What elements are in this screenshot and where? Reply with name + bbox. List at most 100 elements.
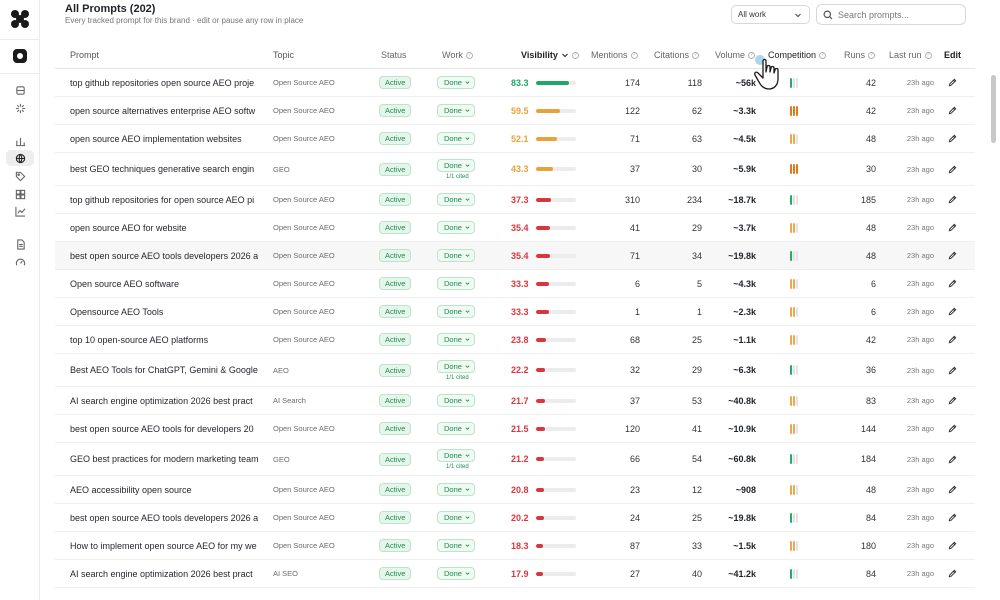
table-row[interactable]: open source AEO implementation websites O… [55, 125, 975, 153]
prompt-text[interactable]: best open source AEO tools developers 20… [70, 250, 259, 261]
table-row[interactable]: Open source AEO software Open Source AEO A… [55, 270, 975, 298]
status-badge[interactable]: Active [379, 422, 412, 435]
trend-icon[interactable] [6, 203, 34, 219]
search-input[interactable] [838, 9, 958, 20]
pencil-icon[interactable] [948, 455, 957, 464]
table-row[interactable]: best open source AEO tools for developer… [55, 415, 975, 443]
col-header-last-run[interactable]: Last run? [889, 42, 939, 68]
work-dropdown[interactable]: Done [437, 333, 475, 346]
pencil-icon[interactable] [948, 165, 957, 174]
col-header-runs[interactable]: Runs? [844, 42, 878, 68]
work-filter-select[interactable]: All work [731, 5, 810, 24]
prompt-text[interactable]: top github repositories open source AEO … [70, 77, 255, 88]
help-icon[interactable]: ? [748, 51, 756, 59]
table-row[interactable]: best open source AEO tools developers 20… [55, 504, 975, 532]
document-icon[interactable] [6, 236, 34, 252]
status-badge[interactable]: Active [379, 363, 412, 377]
table-row[interactable]: top github repositories open source AEO … [55, 69, 975, 97]
prompt-text[interactable]: GEO best practices for modern marketing … [70, 454, 259, 464]
work-dropdown[interactable]: Done [437, 511, 475, 524]
pencil-icon[interactable] [948, 335, 957, 344]
work-dropdown[interactable]: Done [437, 132, 475, 145]
scrollbar-thumb[interactable] [991, 75, 996, 143]
prompt-text[interactable]: AI search engine optimization 2026 best … [70, 395, 253, 406]
help-icon[interactable]: ? [571, 51, 579, 59]
col-header-topic[interactable]: Topic [273, 50, 295, 60]
prompt-text[interactable]: Open source AEO software [70, 278, 180, 289]
table-row[interactable]: best GEO techniques generative search en… [55, 153, 975, 186]
table-row[interactable]: AI search engine optimization 2026 best … [55, 387, 975, 415]
prompt-text[interactable]: AI search engine optimization 2026 best … [70, 568, 253, 579]
compare-icon[interactable] [6, 186, 34, 202]
work-dropdown[interactable]: Done [437, 483, 475, 496]
pencil-icon[interactable] [948, 396, 957, 405]
status-badge[interactable]: Active [379, 394, 412, 407]
pencil-icon[interactable] [948, 251, 957, 260]
status-badge[interactable]: Active [379, 132, 412, 145]
work-dropdown[interactable]: Done [437, 76, 475, 89]
work-dropdown[interactable]: Done [437, 305, 475, 318]
pencil-icon[interactable] [948, 78, 957, 87]
prompt-text[interactable]: open source AEO implementation websites [70, 133, 242, 144]
status-badge[interactable]: Active [379, 104, 412, 117]
tag-icon[interactable] [6, 168, 34, 184]
globe-icon[interactable] [6, 150, 34, 166]
status-badge[interactable]: Active [379, 452, 412, 466]
status-badge[interactable]: Active [379, 76, 412, 89]
status-badge[interactable]: Active [379, 539, 412, 552]
work-dropdown[interactable]: Done [437, 104, 475, 117]
table-row[interactable]: top github repositories for open source … [55, 186, 975, 214]
analytics-icon[interactable] [6, 133, 34, 149]
status-badge[interactable]: Active [379, 193, 412, 206]
work-dropdown[interactable]: Done [437, 249, 475, 262]
col-header-mentions[interactable]: Mentions? [591, 42, 645, 68]
prompt-text[interactable]: Best AEO Tools for ChatGPT, Gemini & Goo… [70, 365, 258, 375]
prompt-text[interactable]: How to implement open source AEO for my … [70, 540, 257, 551]
status-badge[interactable]: Active [379, 305, 412, 318]
col-header-volume[interactable]: Volume? [715, 42, 761, 68]
table-row[interactable]: Opensource AEO Tools Open Source AEO Activ… [55, 298, 975, 326]
pencil-icon[interactable] [948, 366, 957, 375]
pencil-icon[interactable] [948, 569, 957, 578]
work-dropdown[interactable]: Done [437, 221, 475, 234]
pencil-icon[interactable] [948, 513, 957, 522]
brand-icon[interactable] [13, 49, 27, 63]
table-row[interactable]: top 10 open-source AEO platforms Open Sou… [55, 326, 975, 354]
table-row[interactable]: open source alternatives enterprise AEO … [55, 97, 975, 125]
pencil-icon[interactable] [948, 279, 957, 288]
pencil-icon[interactable] [948, 134, 957, 143]
gauge-icon[interactable] [6, 254, 34, 270]
prompt-text[interactable]: AEO accessibility open source [70, 484, 192, 495]
col-header-citations[interactable]: Citations? [654, 42, 710, 68]
work-dropdown[interactable]: Done [437, 158, 475, 172]
prompt-text[interactable]: top 10 open-source AEO platforms [70, 334, 209, 345]
prompt-text[interactable]: open source alternatives enterprise AEO … [70, 105, 256, 116]
status-badge[interactable]: Active [379, 511, 412, 524]
prompt-text[interactable]: best open source AEO tools for developer… [70, 423, 254, 434]
prompts-icon[interactable] [6, 82, 34, 98]
col-header-status[interactable]: Status [381, 50, 407, 60]
pencil-icon[interactable] [948, 424, 957, 433]
work-dropdown[interactable]: Done [437, 193, 475, 206]
col-header-work[interactable]: Work? [442, 42, 490, 68]
table-row[interactable]: GEO best practices for modern marketing … [55, 443, 975, 476]
status-badge[interactable]: Active [379, 333, 412, 346]
status-badge[interactable]: Active [379, 277, 412, 290]
status-badge[interactable]: Active [379, 567, 412, 580]
search-box[interactable] [816, 4, 966, 25]
help-icon[interactable]: ? [868, 51, 876, 59]
table-row[interactable]: AI search engine optimization 2026 best … [55, 560, 975, 588]
col-header-visibility[interactable]: Visibility ? [521, 42, 601, 68]
table-row[interactable]: Best AEO Tools for ChatGPT, Gemini & Goo… [55, 354, 975, 387]
work-dropdown[interactable]: Done [437, 539, 475, 552]
prompt-text[interactable]: open source AEO for website [70, 222, 187, 233]
table-row[interactable]: best open source AEO tools developers 20… [55, 242, 975, 270]
prompt-text[interactable]: best open source AEO tools developers 20… [70, 512, 259, 523]
pencil-icon[interactable] [948, 541, 957, 550]
work-dropdown[interactable]: Done [437, 394, 475, 407]
prompt-text[interactable]: Opensource AEO Tools [70, 306, 164, 317]
app-logo-icon[interactable] [11, 10, 29, 28]
help-icon[interactable]: ? [630, 51, 638, 59]
work-dropdown[interactable]: Done [437, 422, 475, 435]
table-row[interactable]: open source AEO for website Open Source A… [55, 214, 975, 242]
